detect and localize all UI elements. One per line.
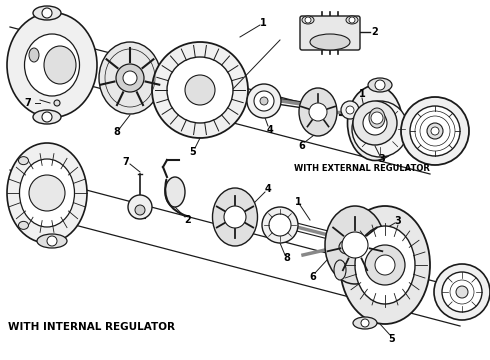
Ellipse shape	[213, 188, 258, 246]
Text: 2: 2	[185, 215, 192, 225]
Circle shape	[371, 112, 383, 124]
Ellipse shape	[340, 206, 430, 324]
Circle shape	[375, 80, 385, 90]
Circle shape	[431, 127, 439, 135]
Ellipse shape	[347, 85, 402, 161]
Text: 6: 6	[310, 272, 317, 282]
Ellipse shape	[355, 226, 415, 304]
Circle shape	[269, 214, 291, 236]
Circle shape	[42, 8, 52, 18]
Text: 4: 4	[267, 125, 273, 135]
Circle shape	[375, 255, 395, 275]
FancyArrowPatch shape	[165, 180, 187, 216]
Ellipse shape	[369, 108, 385, 128]
Ellipse shape	[302, 16, 314, 24]
Circle shape	[262, 207, 298, 243]
Circle shape	[128, 195, 152, 219]
Circle shape	[361, 319, 369, 327]
Circle shape	[224, 206, 246, 228]
Text: 3: 3	[394, 216, 401, 226]
Ellipse shape	[339, 240, 355, 254]
Text: 1: 1	[359, 89, 366, 99]
Ellipse shape	[165, 177, 185, 207]
Circle shape	[247, 84, 281, 118]
Text: 1: 1	[260, 18, 267, 28]
Circle shape	[363, 111, 387, 135]
Circle shape	[353, 101, 397, 145]
Text: 1: 1	[294, 197, 301, 207]
Circle shape	[42, 112, 52, 122]
Circle shape	[135, 205, 145, 215]
Circle shape	[341, 101, 359, 119]
Text: 8: 8	[114, 127, 121, 137]
Circle shape	[352, 101, 408, 157]
Text: 7: 7	[122, 157, 129, 167]
Circle shape	[434, 264, 490, 320]
Circle shape	[456, 286, 468, 298]
Ellipse shape	[7, 13, 97, 117]
FancyBboxPatch shape	[300, 16, 360, 50]
Ellipse shape	[37, 234, 67, 248]
Text: 4: 4	[265, 184, 271, 194]
Ellipse shape	[33, 110, 61, 124]
Ellipse shape	[33, 6, 61, 20]
Text: 3: 3	[379, 154, 385, 164]
Text: 7: 7	[24, 98, 31, 108]
Circle shape	[309, 103, 327, 121]
Ellipse shape	[20, 159, 74, 227]
Text: WITH EXTERNAL REGULATOR: WITH EXTERNAL REGULATOR	[294, 164, 430, 173]
Ellipse shape	[334, 260, 346, 280]
Circle shape	[427, 123, 443, 139]
Circle shape	[346, 106, 354, 114]
Circle shape	[185, 75, 215, 105]
Circle shape	[365, 245, 405, 285]
Text: 8: 8	[284, 253, 291, 263]
Circle shape	[167, 57, 233, 123]
Text: 5: 5	[389, 334, 395, 344]
Circle shape	[342, 232, 368, 258]
Ellipse shape	[19, 157, 28, 165]
Circle shape	[349, 17, 355, 23]
Circle shape	[260, 97, 268, 105]
Circle shape	[254, 91, 274, 111]
Ellipse shape	[325, 206, 385, 284]
Circle shape	[442, 272, 482, 312]
Circle shape	[54, 100, 60, 106]
Ellipse shape	[29, 48, 39, 62]
Text: 6: 6	[298, 141, 305, 151]
Ellipse shape	[19, 221, 28, 229]
Ellipse shape	[310, 34, 350, 50]
Text: WITH INTERNAL REGULATOR: WITH INTERNAL REGULATOR	[8, 322, 175, 332]
Ellipse shape	[353, 317, 377, 329]
Circle shape	[152, 42, 248, 138]
Circle shape	[305, 17, 311, 23]
Text: 2: 2	[371, 27, 378, 37]
Ellipse shape	[24, 34, 79, 96]
Ellipse shape	[368, 78, 392, 92]
Ellipse shape	[99, 42, 161, 114]
Ellipse shape	[7, 143, 87, 243]
Circle shape	[116, 64, 144, 92]
Circle shape	[410, 106, 460, 156]
Circle shape	[29, 175, 65, 211]
Ellipse shape	[346, 16, 358, 24]
Circle shape	[123, 71, 137, 85]
Text: 5: 5	[190, 147, 196, 157]
Ellipse shape	[44, 46, 76, 84]
Circle shape	[47, 236, 57, 246]
Circle shape	[401, 97, 469, 165]
Ellipse shape	[299, 88, 337, 136]
